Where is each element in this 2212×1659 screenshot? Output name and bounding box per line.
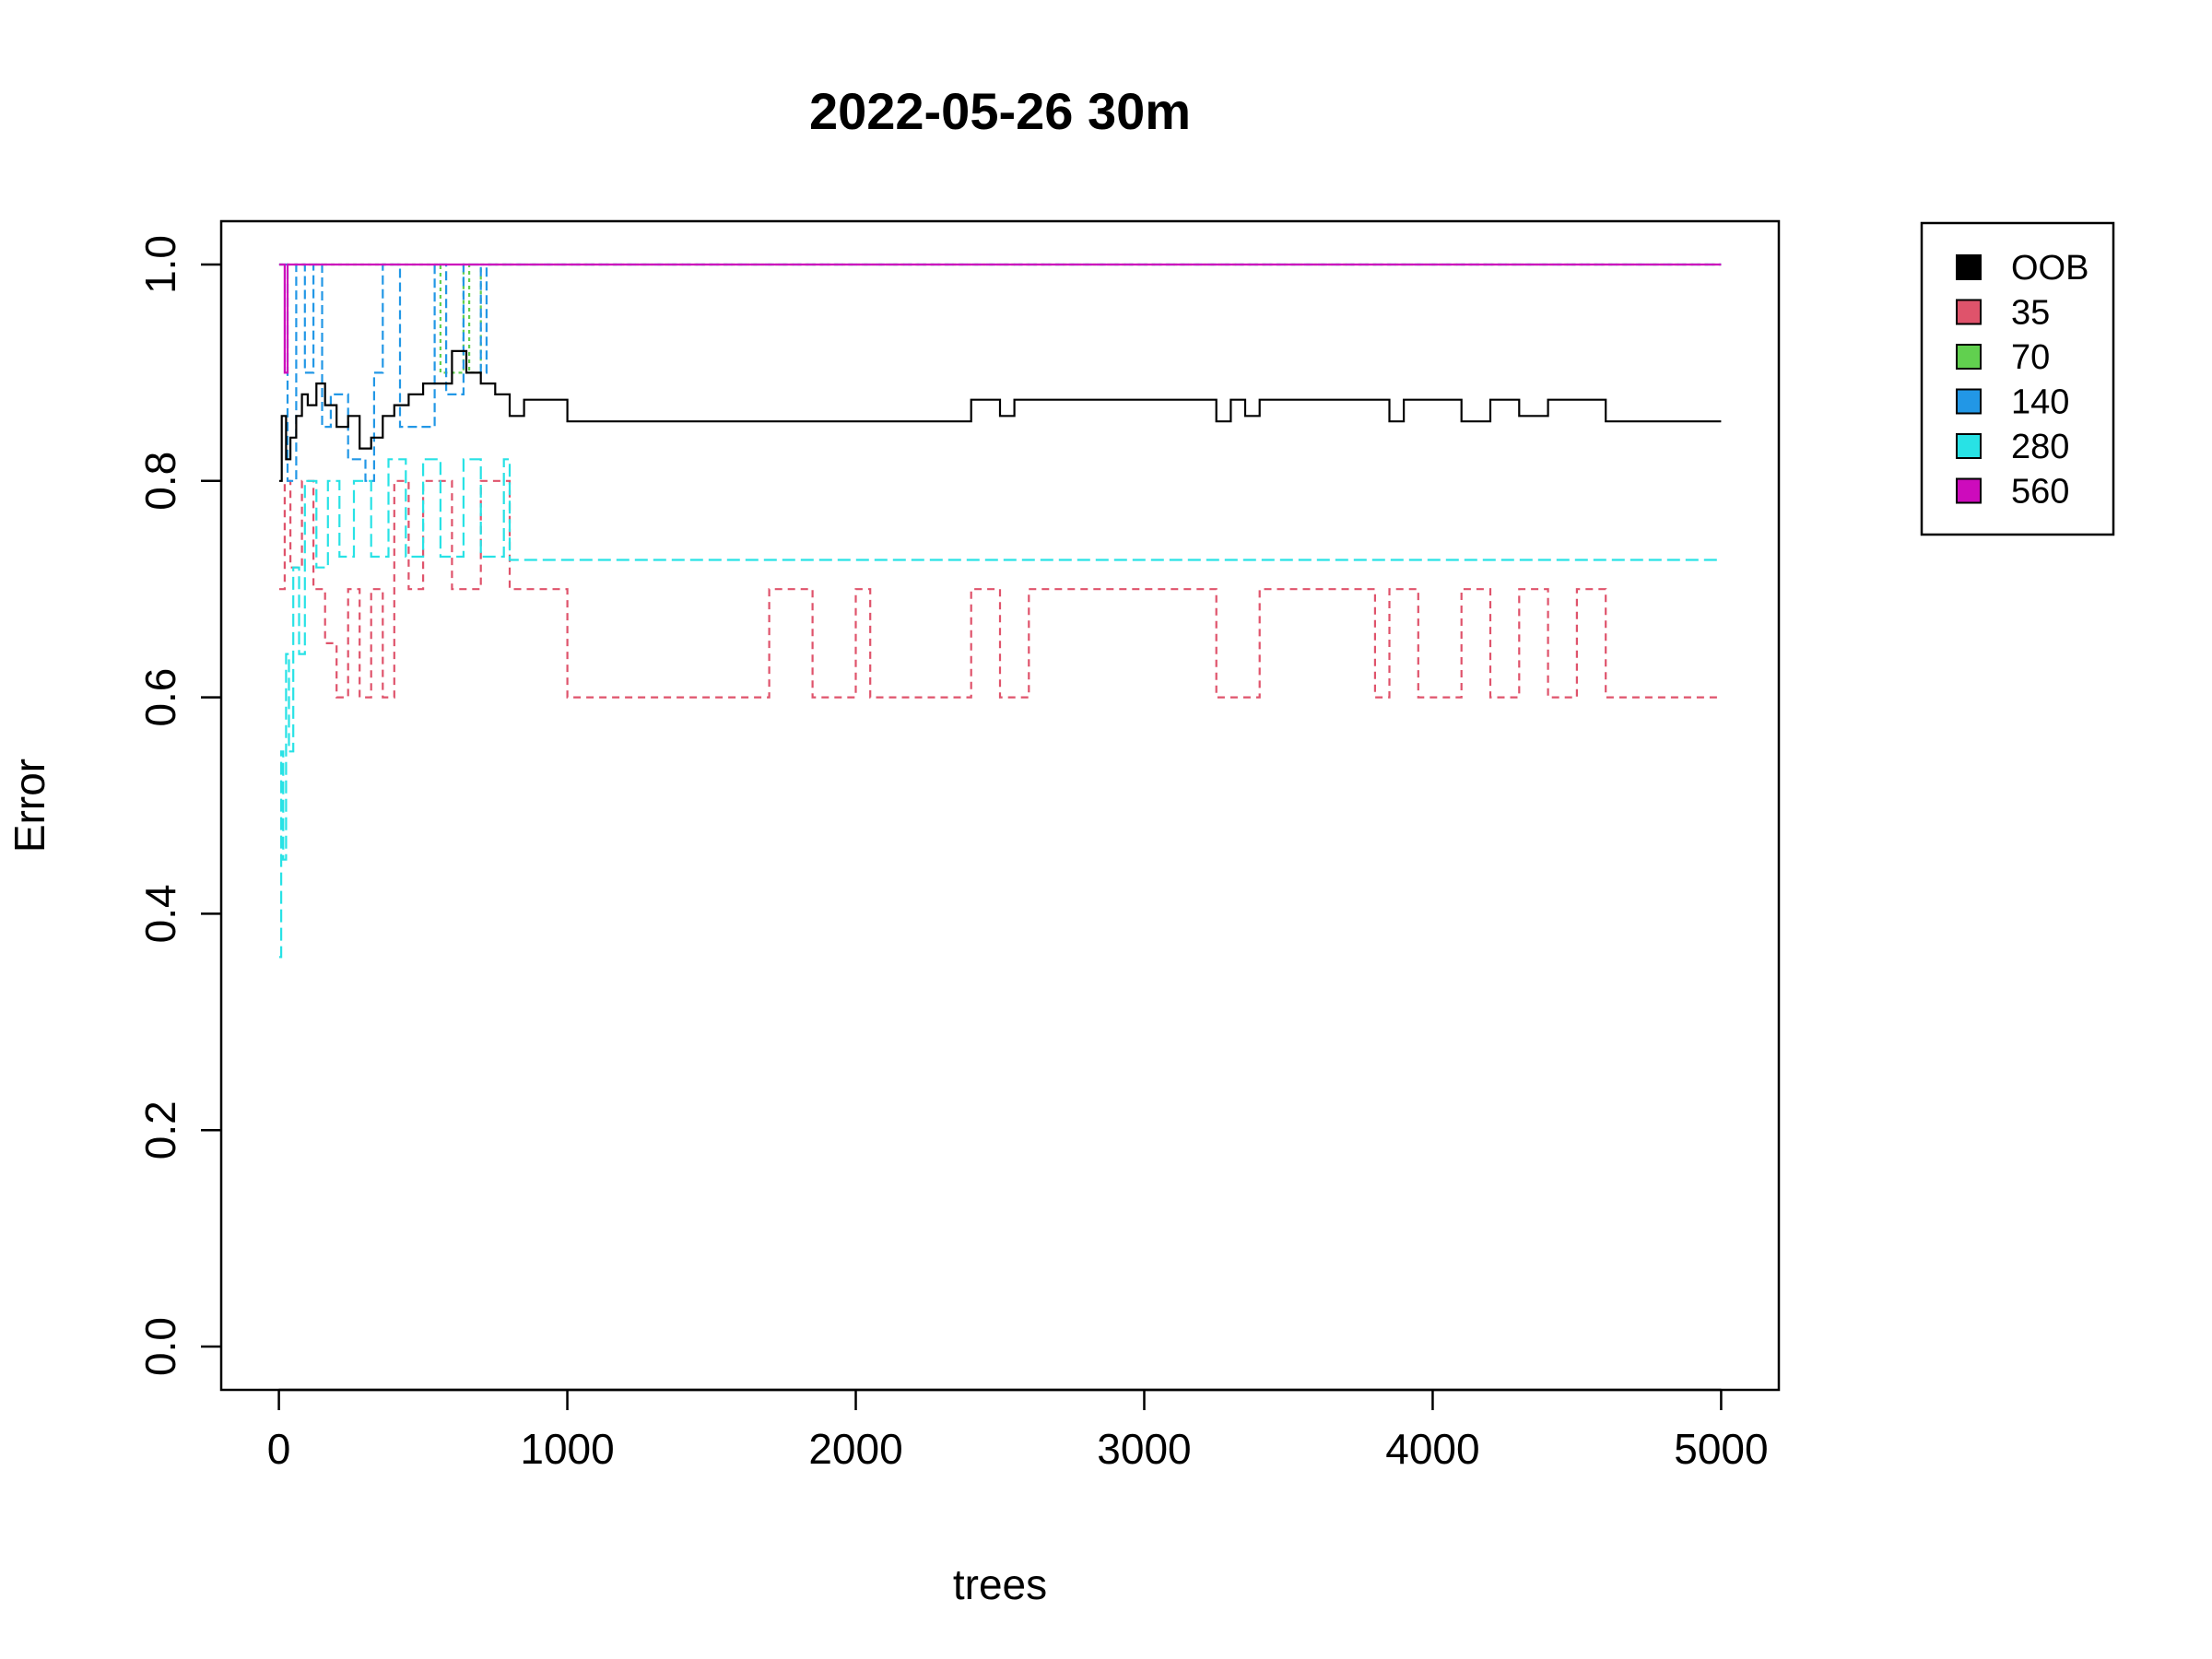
y-tick-label: 0.4 bbox=[136, 884, 184, 943]
legend-label: 140 bbox=[2011, 383, 2069, 422]
y-tick-label: 0.2 bbox=[136, 1100, 184, 1159]
legend-label: 70 bbox=[2011, 338, 2050, 377]
x-tick-label: 3000 bbox=[1097, 1425, 1191, 1473]
legend-swatch bbox=[1956, 344, 1982, 370]
legend: OOB 35 70 140 280 560 bbox=[1920, 221, 2115, 536]
y-tick-label: 0.8 bbox=[136, 452, 184, 511]
series-layer bbox=[278, 263, 1722, 959]
legend-label: 35 bbox=[2011, 294, 2050, 333]
legend-label: OOB bbox=[2011, 249, 2088, 288]
legend-label: 560 bbox=[2011, 473, 2069, 512]
y-tick-label: 1.0 bbox=[136, 235, 184, 294]
x-tick-label: 2000 bbox=[808, 1425, 902, 1473]
series-line-70 bbox=[278, 263, 1722, 374]
y-axis-label: Error bbox=[6, 759, 53, 853]
series-line-OOB bbox=[278, 349, 1722, 482]
series-line-280 bbox=[278, 458, 1722, 959]
x-tick-label: 5000 bbox=[1674, 1425, 1768, 1473]
series-line-35 bbox=[278, 479, 1722, 699]
x-axis: 0 1000 2000 3000 4000 5000 bbox=[267, 1388, 1769, 1473]
legend-swatch bbox=[1956, 299, 1982, 325]
plot-frame bbox=[219, 219, 1781, 1392]
x-tick-label: 0 bbox=[267, 1425, 291, 1473]
legend-label: 280 bbox=[2011, 428, 2069, 466]
y-tick-label: 0.0 bbox=[136, 1317, 184, 1376]
series-line-140 bbox=[278, 263, 1722, 482]
legend-box bbox=[1920, 221, 2115, 536]
x-tick-label: 4000 bbox=[1385, 1425, 1479, 1473]
series-line-560 bbox=[278, 263, 1722, 374]
legend-swatch bbox=[1956, 254, 1982, 280]
y-tick-label: 0.6 bbox=[136, 668, 184, 727]
legend-swatch bbox=[1956, 388, 1982, 415]
x-axis-label: trees bbox=[953, 1560, 1047, 1608]
y-axis: 0.0 0.2 0.4 0.6 0.8 1.0 bbox=[136, 235, 221, 1376]
chart-title: 2022-05-26 30m bbox=[809, 82, 1191, 140]
legend-swatch bbox=[1956, 477, 1982, 504]
x-tick-label: 1000 bbox=[520, 1425, 614, 1473]
legend-swatch bbox=[1956, 433, 1982, 459]
